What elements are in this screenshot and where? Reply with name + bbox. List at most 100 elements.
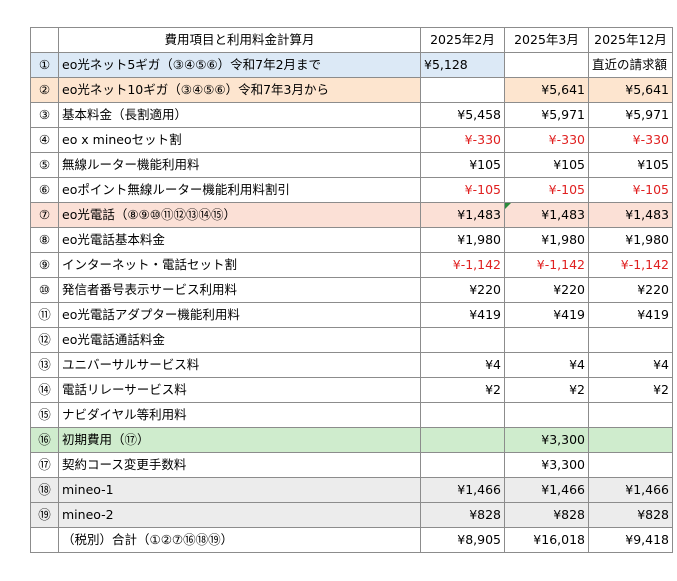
row-num-cell[interactable]: ⑲ [30,502,59,528]
row-num-cell[interactable]: ⑪ [30,302,59,328]
row-feb-cell[interactable] [420,77,505,103]
row-dec-cell[interactable]: ¥1,980 [588,227,673,253]
row-num-cell[interactable]: ⑧ [30,227,59,253]
row-feb-cell[interactable]: ¥-1,142 [420,252,505,278]
row-item-cell[interactable]: eo光電話アダプター機能利用料 [58,302,421,328]
row-num-cell[interactable]: ⑫ [30,327,59,353]
row-feb-cell[interactable]: ¥419 [420,302,505,328]
row-dec-cell[interactable]: ¥-330 [588,127,673,153]
row-feb-cell[interactable]: ¥2 [420,377,505,403]
header-dec-cell[interactable]: 2025年12月 [588,27,673,53]
row-mar-cell[interactable]: ¥1,483 [504,202,589,228]
row-num-cell[interactable]: ⑥ [30,177,59,203]
row-mar-cell[interactable]: ¥2 [504,377,589,403]
row-num-cell[interactable]: ⑯ [30,427,59,453]
row-mar-cell[interactable]: ¥-105 [504,177,589,203]
row-dec-cell[interactable]: ¥105 [588,152,673,178]
row-dec-cell[interactable]: ¥-105 [588,177,673,203]
row-item-cell[interactable]: eoポイント無線ルーター機能利用料割引 [58,177,421,203]
row-feb-cell[interactable] [420,427,505,453]
row-dec-cell[interactable]: ¥419 [588,302,673,328]
row-feb-cell[interactable]: ¥1,466 [420,477,505,503]
row-item-cell[interactable]: eo光ネット5ギガ（③④⑤⑥）令和7年2月まで [58,52,421,78]
row-item-cell[interactable]: mineo-1 [58,477,421,503]
row-dec-cell[interactable]: ¥1,466 [588,477,673,503]
row-num-cell[interactable]: ⑬ [30,352,59,378]
row-item-cell[interactable]: 発信者番号表示サービス利用料 [58,277,421,303]
total-dec-cell[interactable]: ¥9,418 [588,527,673,553]
row-feb-cell[interactable]: ¥220 [420,277,505,303]
row-dec-cell[interactable] [588,327,673,353]
row-feb-cell[interactable]: ¥-105 [420,177,505,203]
row-feb-cell[interactable]: ¥-330 [420,127,505,153]
comment-marker-icon[interactable] [505,203,511,209]
row-feb-cell[interactable] [420,327,505,353]
row-feb-cell[interactable]: ¥1,980 [420,227,505,253]
row-item-cell[interactable]: ナビダイヤル等利用料 [58,402,421,428]
row-mar-cell[interactable] [504,327,589,353]
row-item-cell[interactable]: 電話リレーサービス料 [58,377,421,403]
row-mar-cell[interactable]: ¥1,466 [504,477,589,503]
row-mar-cell[interactable]: ¥3,300 [504,427,589,453]
row-mar-cell[interactable]: ¥5,641 [504,77,589,103]
row-dec-cell[interactable]: ¥220 [588,277,673,303]
row-num-cell[interactable]: ⑱ [30,477,59,503]
row-item-cell[interactable]: 初期費用（⑰） [58,427,421,453]
row-item-cell[interactable]: 基本料金（長割適用） [58,102,421,128]
row-dec-cell[interactable] [588,427,673,453]
row-dec-cell[interactable] [588,402,673,428]
row-mar-cell[interactable] [504,402,589,428]
row-num-cell[interactable]: ⑩ [30,277,59,303]
row-item-cell[interactable]: 契約コース変更手数料 [58,452,421,478]
row-feb-cell[interactable] [420,402,505,428]
row-item-cell[interactable]: eo x mineoセット割 [58,127,421,153]
row-dec-cell[interactable]: ¥-1,142 [588,252,673,278]
row-item-cell[interactable]: eo光ネット10ギガ（③④⑤⑥）令和7年3月から [58,77,421,103]
row-mar-cell[interactable]: ¥419 [504,302,589,328]
row-num-cell[interactable]: ⑮ [30,402,59,428]
row-dec-cell[interactable]: ¥2 [588,377,673,403]
row-item-cell[interactable]: eo光電話通話料金 [58,327,421,353]
row-num-cell[interactable] [30,527,59,553]
row-feb-cell[interactable]: ¥1,483 [420,202,505,228]
row-feb-cell[interactable] [420,452,505,478]
row-dec-cell[interactable]: ¥1,483 [588,202,673,228]
row-num-cell[interactable]: ⑨ [30,252,59,278]
total-feb-cell[interactable]: ¥8,905 [420,527,505,553]
row-num-cell[interactable]: ⑦ [30,202,59,228]
row-num-cell[interactable]: ⑭ [30,377,59,403]
row-num-cell[interactable]: ① [30,52,59,78]
row-feb-cell[interactable]: ¥5,128 [420,52,505,78]
row-feb-cell[interactable]: ¥5,458 [420,102,505,128]
row-feb-cell[interactable]: ¥4 [420,352,505,378]
row-mar-cell[interactable] [504,52,589,78]
row-dec-cell[interactable]: ¥5,971 [588,102,673,128]
row-dec-cell[interactable]: ¥828 [588,502,673,528]
row-item-cell[interactable]: eo光電話（⑧⑨⑩⑪⑫⑬⑭⑮） [58,202,421,228]
row-mar-cell[interactable]: ¥220 [504,277,589,303]
row-dec-cell[interactable]: ¥5,641 [588,77,673,103]
row-feb-cell[interactable]: ¥105 [420,152,505,178]
row-mar-cell[interactable]: ¥1,980 [504,227,589,253]
total-mar-cell[interactable]: ¥16,018 [504,527,589,553]
row-dec-cell[interactable]: 直近の請求額 [588,52,673,78]
row-item-cell[interactable]: mineo-2 [58,502,421,528]
row-item-cell[interactable]: 無線ルーター機能利用料 [58,152,421,178]
row-num-cell[interactable]: ⑰ [30,452,59,478]
row-dec-cell[interactable]: ¥4 [588,352,673,378]
row-num-cell[interactable]: ④ [30,127,59,153]
row-dec-cell[interactable] [588,452,673,478]
row-mar-cell[interactable]: ¥828 [504,502,589,528]
row-mar-cell[interactable]: ¥105 [504,152,589,178]
row-mar-cell[interactable]: ¥4 [504,352,589,378]
row-mar-cell[interactable]: ¥3,300 [504,452,589,478]
row-num-cell[interactable]: ② [30,77,59,103]
row-feb-cell[interactable]: ¥828 [420,502,505,528]
row-item-cell[interactable]: ユニバーサルサービス料 [58,352,421,378]
row-mar-cell[interactable]: ¥-1,142 [504,252,589,278]
row-mar-cell[interactable]: ¥5,971 [504,102,589,128]
header-feb-cell[interactable]: 2025年2月 [420,27,505,53]
row-mar-cell[interactable]: ¥-330 [504,127,589,153]
row-num-cell[interactable]: ⑤ [30,152,59,178]
header-item-cell[interactable]: 費用項目と利用料金計算月 [58,27,421,53]
